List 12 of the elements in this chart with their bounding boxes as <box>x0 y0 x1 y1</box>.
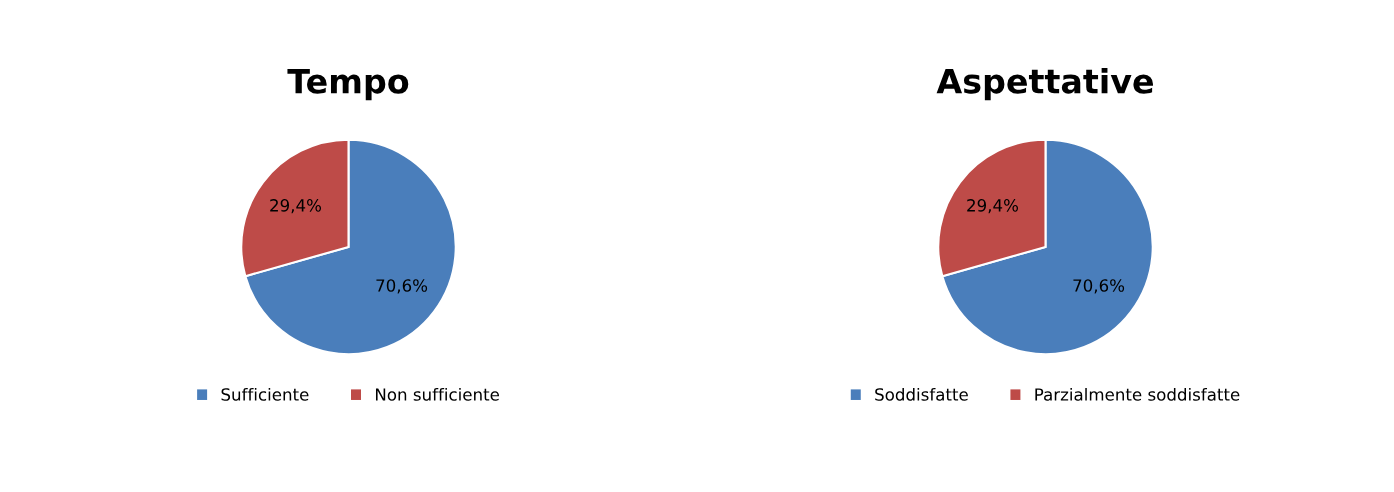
data-label: 70,6% <box>376 279 428 294</box>
pie-slice <box>244 138 457 356</box>
legend-label: Soddisfatte <box>875 387 968 401</box>
data-label: 29,4% <box>270 199 322 214</box>
data-label: 29,4% <box>967 199 1019 214</box>
legend-label: Sufficiente <box>221 387 309 401</box>
chart-title: Aspettative <box>936 67 1153 101</box>
data-label: 70,6% <box>1073 279 1125 294</box>
pie-slice <box>941 138 1154 356</box>
legend-label: Parzialmente soddisfatte <box>1035 387 1240 401</box>
legend-label: Non sufficiente <box>375 387 499 401</box>
chart-title: Tempo <box>287 68 409 101</box>
